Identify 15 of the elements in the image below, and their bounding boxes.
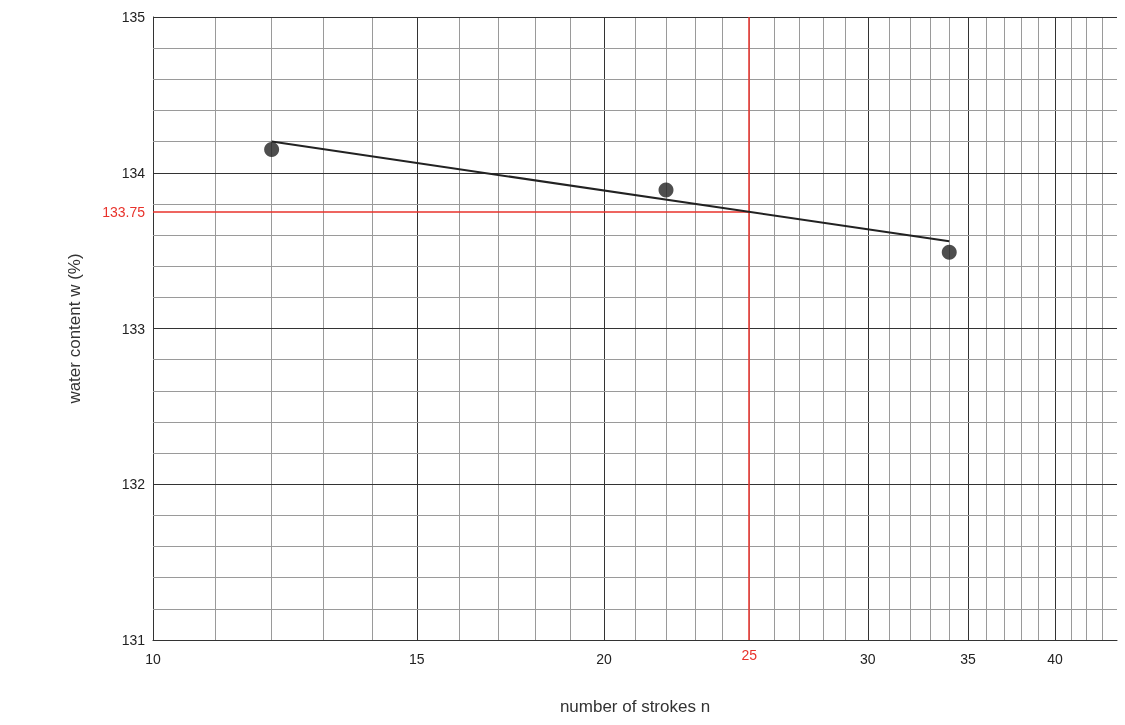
x-tick-label: 15: [409, 651, 425, 667]
x-axis-title: number of strokes n: [559, 697, 711, 716]
y-tick-label: 133: [121, 320, 146, 337]
x-tick-label: 20: [596, 651, 612, 667]
x-tick-label: 35: [960, 651, 977, 667]
ref-line-label: 133.75: [102, 203, 146, 220]
y-tick-label: 131: [121, 632, 146, 648]
y-tick-label: 135: [121, 9, 146, 25]
x-tick-label: 10: [145, 651, 161, 667]
y-tick-label: 134: [121, 164, 146, 181]
x-tick-label: 30: [860, 651, 876, 667]
x-tick-label: 40: [1047, 651, 1063, 667]
ref-line-label: 25: [741, 647, 758, 663]
y-tick-label: 132: [121, 476, 146, 493]
y-axis-title: water content w (%): [65, 253, 84, 405]
